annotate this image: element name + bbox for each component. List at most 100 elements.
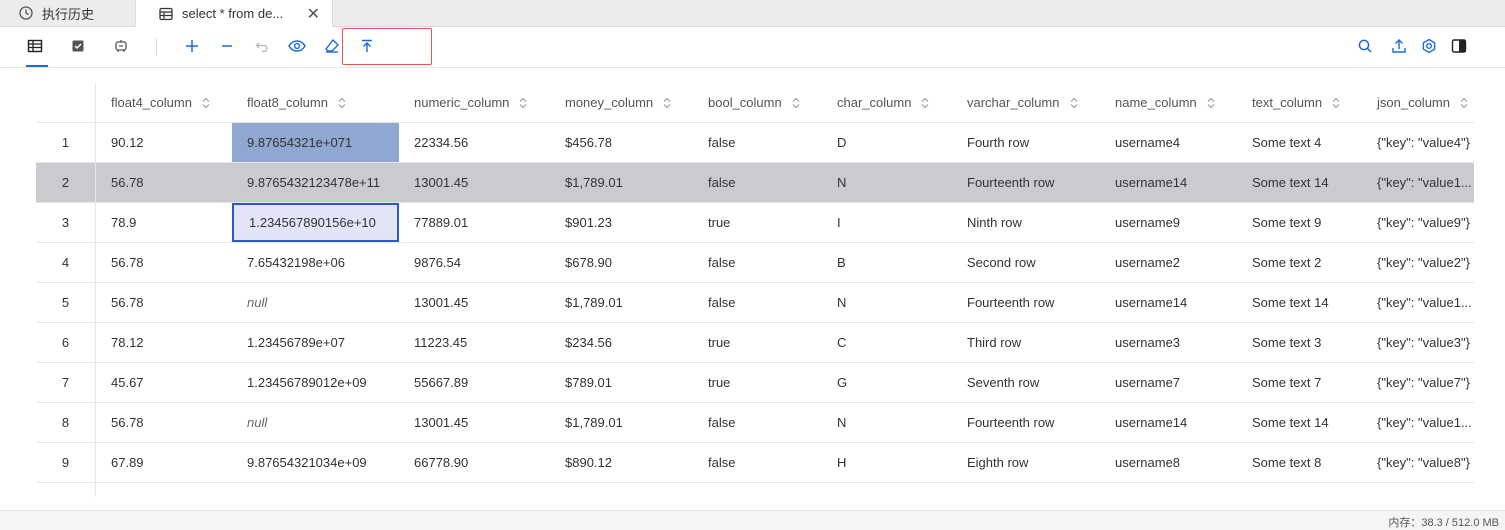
table-cell[interactable]: false — [708, 295, 736, 310]
table-row[interactable]: 8 56.78 null 13001.45 $1,789.01 false N Fourtee… — [36, 403, 1474, 443]
column-header[interactable]: name_column — [1100, 83, 1237, 122]
sort-icon[interactable] — [338, 97, 346, 109]
table-cell[interactable]: username2 — [1115, 255, 1181, 270]
table-cell[interactable]: {"key": "value4"} — [1377, 135, 1470, 150]
table-cell[interactable]: username8 — [1115, 455, 1181, 470]
table-cell[interactable]: 9.87654321034e+09 — [247, 455, 367, 470]
remove-row-icon[interactable] — [216, 35, 238, 57]
column-header[interactable]: numeric_column — [399, 83, 550, 122]
column-header[interactable]: varchar_column — [952, 83, 1100, 122]
table-cell[interactable]: Fourteenth row — [967, 295, 1055, 310]
row-number[interactable]: 8 — [36, 403, 96, 442]
sort-icon[interactable] — [1332, 97, 1340, 109]
table-cell[interactable]: Ninth row — [967, 215, 1022, 230]
table-cell[interactable]: 56.78 — [111, 255, 144, 270]
preview-icon[interactable] — [286, 35, 308, 57]
table-cell[interactable]: {"key": "value8"} — [1377, 455, 1470, 470]
table-cell[interactable]: username3 — [1115, 335, 1181, 350]
sort-icon[interactable] — [921, 97, 929, 109]
table-cell[interactable]: 11223.45 — [414, 335, 468, 350]
table-cell[interactable]: $901.23 — [565, 215, 612, 230]
table-cell[interactable]: username4 — [1115, 135, 1181, 150]
table-cell[interactable]: $890.12 — [565, 455, 612, 470]
table-cell[interactable]: 78.9 — [111, 215, 137, 230]
sort-icon[interactable] — [792, 97, 800, 109]
table-cell[interactable]: H — [837, 455, 847, 470]
table-cell[interactable]: Some text 14 — [1252, 295, 1329, 310]
table-cell[interactable]: false — [708, 175, 736, 190]
table-cell[interactable]: username7 — [1115, 375, 1181, 390]
search-icon[interactable] — [1354, 35, 1376, 57]
table-cell[interactable]: $789.01 — [565, 375, 612, 390]
table-cell[interactable]: B — [837, 255, 846, 270]
row-number[interactable]: 7 — [36, 363, 96, 402]
table-cell[interactable]: N — [837, 295, 847, 310]
table-row[interactable]: 3 78.9 1.234567890156e+10 77889.01 $901.23 tr… — [36, 203, 1474, 243]
table-cell[interactable]: 22334.56 — [414, 135, 469, 150]
clear-icon[interactable] — [321, 35, 343, 57]
table-cell[interactable]: Some text 2 — [1252, 255, 1322, 270]
table-cell[interactable]: true — [708, 335, 731, 350]
table-cell[interactable]: 55667.89 — [414, 375, 469, 390]
table-cell[interactable]: G — [837, 375, 848, 390]
table-cell[interactable]: Seventh row — [967, 375, 1040, 390]
table-cell[interactable]: 56.78 — [111, 415, 144, 430]
table-cell[interactable]: false — [708, 255, 736, 270]
row-number[interactable]: 3 — [36, 203, 96, 242]
table-cell[interactable]: 9.8765432123478e+11 — [247, 175, 381, 190]
debug-icon[interactable] — [110, 35, 132, 57]
tab-query[interactable]: select * from de... ✕ — [135, 0, 333, 27]
table-cell[interactable]: true — [708, 215, 731, 230]
table-cell[interactable]: 1.23456789012e+09 — [247, 375, 367, 390]
column-header[interactable]: char_column — [822, 83, 952, 122]
table-cell[interactable]: 9.87654321e+071 — [232, 123, 399, 162]
table-cell[interactable]: Some text 4 — [1252, 135, 1322, 150]
sort-icon[interactable] — [202, 97, 210, 109]
column-header[interactable]: float8_column — [232, 83, 399, 122]
table-cell[interactable]: {"key": "value3"} — [1377, 335, 1470, 350]
table-cell[interactable]: $1,789.01 — [565, 415, 623, 430]
table-cell[interactable]: Second row — [967, 255, 1036, 270]
table-row[interactable]: 9 67.89 9.87654321034e+09 66778.90 $890.12 fa… — [36, 443, 1474, 483]
table-cell[interactable]: I — [837, 215, 841, 230]
table-cell[interactable]: Fourteenth row — [967, 415, 1055, 430]
table-cell[interactable]: Some text 3 — [1252, 335, 1322, 350]
table-cell[interactable]: 13001.45 — [414, 295, 469, 310]
pin-top-icon[interactable] — [356, 35, 378, 57]
table-cell[interactable]: Fourteenth row — [967, 175, 1055, 190]
table-cell[interactable]: C — [837, 335, 847, 350]
table-cell[interactable]: username14 — [1115, 175, 1188, 190]
table-cell[interactable]: username14 — [1115, 415, 1188, 430]
table-cell[interactable]: 1.23456789e+07 — [247, 335, 345, 350]
table-cell[interactable]: $456.78 — [565, 135, 612, 150]
table-cell[interactable]: $234.56 — [565, 335, 612, 350]
table-cell[interactable]: 67.89 — [111, 455, 144, 470]
close-icon[interactable]: ✕ — [306, 5, 320, 23]
table-cell[interactable]: null — [247, 295, 268, 310]
table-cell[interactable]: Some text 14 — [1252, 415, 1329, 430]
table-cell[interactable]: Some text 14 — [1252, 175, 1329, 190]
table-row[interactable]: 4 56.78 7.65432198e+06 9876.54 $678.90 false B… — [36, 243, 1474, 283]
table-row[interactable]: 5 56.78 null 13001.45 $1,789.01 false N Fourtee… — [36, 283, 1474, 323]
table-cell[interactable]: 13001.45 — [414, 175, 469, 190]
table-row[interactable]: 2 56.78 9.8765432123478e+11 13001.45 $1,789.… — [36, 163, 1474, 203]
table-row[interactable]: 1 90.12 9.87654321e+071 22334.56 $456.78 fals… — [36, 123, 1474, 163]
table-cell[interactable]: Some text 7 — [1252, 375, 1322, 390]
sort-icon[interactable] — [519, 97, 527, 109]
table-cell[interactable]: 1.234567890156e+10 — [232, 203, 399, 242]
row-number[interactable]: 9 — [36, 443, 96, 482]
table-cell[interactable]: Some text 8 — [1252, 455, 1322, 470]
table-cell[interactable]: false — [708, 415, 736, 430]
table-cell[interactable]: 56.78 — [111, 295, 144, 310]
table-cell[interactable]: Some text 9 — [1252, 215, 1322, 230]
table-cell[interactable]: D — [837, 135, 847, 150]
table-cell[interactable]: false — [708, 135, 736, 150]
table-cell[interactable]: false — [708, 455, 736, 470]
table-cell[interactable]: $1,789.01 — [565, 295, 623, 310]
table-cell[interactable]: Fourth row — [967, 135, 1030, 150]
row-number[interactable]: 4 — [36, 243, 96, 282]
table-cell[interactable]: N — [837, 415, 847, 430]
table-cell[interactable]: {"key": "value7"} — [1377, 375, 1470, 390]
column-header[interactable]: bool_column — [693, 83, 822, 122]
table-cell[interactable]: N — [837, 175, 847, 190]
